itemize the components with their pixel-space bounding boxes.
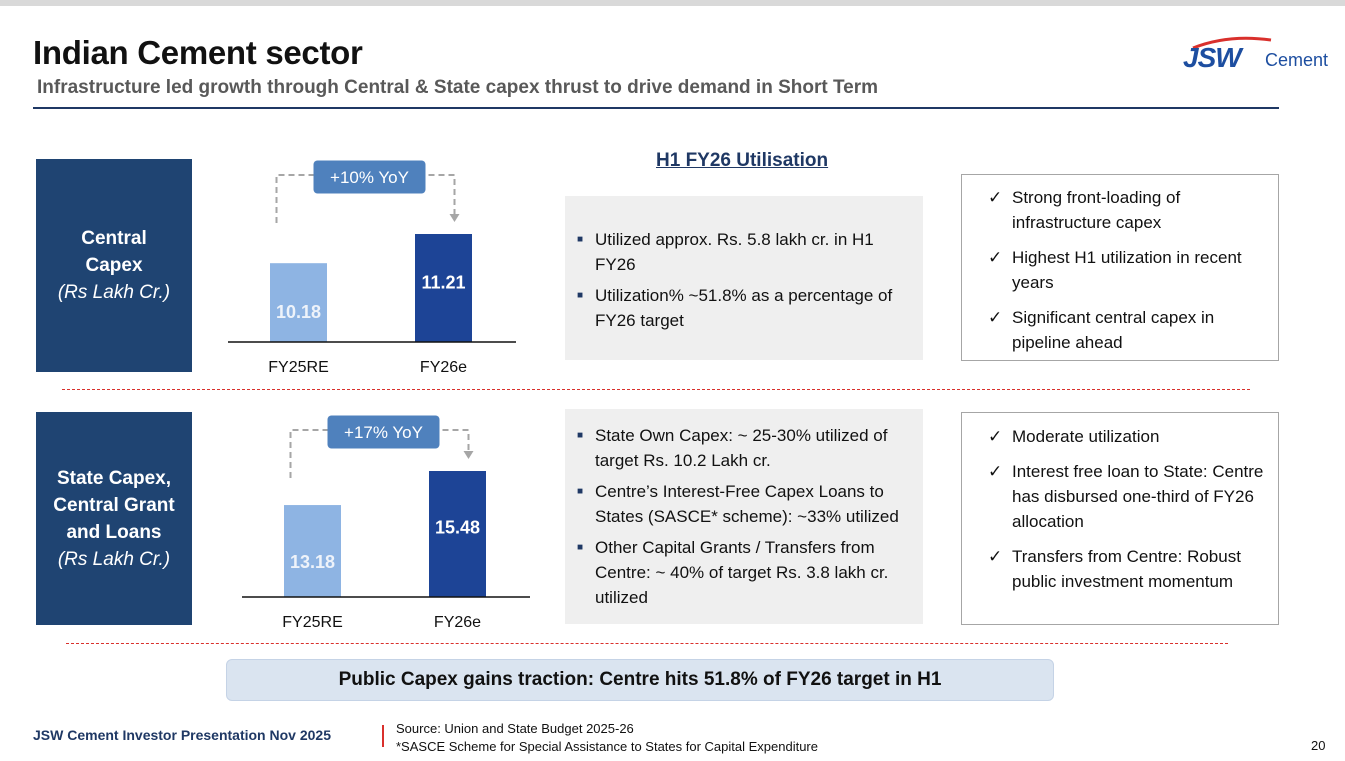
- page-number: 20: [1311, 738, 1326, 753]
- state-highlights-box: ✓ Moderate utilization ✓ Interest free loa…: [961, 412, 1279, 625]
- check-item: ✓ Transfers from Centre: Robust public in…: [988, 544, 1270, 594]
- footer-separator: [382, 725, 384, 747]
- bullet-item: ■ Centre’s Interest-Free Capex Loans to S…: [573, 479, 917, 529]
- footer-presentation-title: JSW Cement Investor Presentation Nov 202…: [33, 727, 331, 743]
- top-bar: [0, 0, 1345, 6]
- growth-bracket: [275, 174, 456, 223]
- row-label-unit: (Rs Lakh Cr.): [57, 282, 171, 303]
- square-bullet-icon: ■: [577, 486, 584, 497]
- row-label-line: State Capex,: [56, 467, 172, 489]
- check-item: ✓ Highest H1 utilization in recent years: [988, 245, 1270, 295]
- bar-fy25re: [284, 505, 341, 597]
- checkmark-icon: ✓: [988, 462, 1003, 481]
- checkmark-icon: ✓: [988, 188, 1003, 207]
- category-label: FY26e: [420, 359, 467, 376]
- logo-mark: JSW: [1183, 42, 1242, 73]
- category-label: FY26e: [434, 614, 481, 631]
- row-label-line: and Loans: [66, 521, 162, 543]
- state-capex-label: State Capex, Central Grant and Loans (Rs…: [36, 412, 192, 625]
- category-label: FY25RE: [268, 359, 328, 376]
- logo-word: Cement: [1265, 50, 1329, 70]
- checkmark-icon: ✓: [988, 427, 1003, 446]
- square-bullet-icon: ■: [577, 542, 584, 553]
- state-utilisation-box: ■ State Own Capex: ~ 25-30% utilized of t…: [565, 409, 923, 624]
- bullet-item: ■ Utilized approx. Rs. 5.8 lakh cr. in H1…: [573, 227, 917, 277]
- row-separator: [66, 643, 1228, 644]
- row-label-line: Central Grant: [53, 494, 175, 516]
- bullet-item: ■ Utilization% ~51.8% as a percentage of …: [573, 283, 917, 333]
- growth-label: +17% YoY: [344, 423, 423, 442]
- checkmark-icon: ✓: [988, 308, 1003, 327]
- bullet-item: ■ State Own Capex: ~ 25-30% utilized of t…: [573, 423, 917, 473]
- page-subtitle: Infrastructure led growth through Centra…: [37, 77, 879, 98]
- state-capex-chart: +17% YoY 13.18 FY25RE 15.48 FY26e: [236, 410, 536, 635]
- growth-bracket: [289, 429, 470, 478]
- source-footnote: *SASCE Scheme for Special Assistance to …: [396, 739, 818, 754]
- bar-chart-svg: +17% YoY 13.18 FY25RE 15.48 FY26e: [242, 415, 530, 631]
- growth-arrow-icon: [449, 214, 460, 222]
- row-label-line: Capex: [85, 255, 143, 276]
- bar-value-label: 13.18: [290, 552, 335, 572]
- bar-chart-svg: +10% YoY 10.18 FY25RE 11.21 FY26e: [228, 160, 516, 376]
- growth-arrow-icon: [463, 451, 474, 459]
- title-divider: [33, 107, 1279, 109]
- bar-fy26e: [415, 234, 472, 342]
- footer-source: Source: Union and State Budget 2025-26 *…: [396, 720, 818, 756]
- central-capex-label: Central Capex (Rs Lakh Cr.): [36, 159, 192, 372]
- bar-value-label: 11.21: [421, 273, 465, 293]
- central-highlights-box: ✓ Strong front-loading of infrastructure …: [961, 174, 1279, 361]
- central-capex-chart: +10% YoY 10.18 FY25RE 11.21 FY26e: [222, 155, 522, 380]
- square-bullet-icon: ■: [577, 430, 584, 441]
- utilisation-title: H1 FY26 Utilisation: [656, 150, 829, 171]
- bar-fy26e: [429, 471, 486, 597]
- check-item: ✓ Interest free loan to State: Centre has…: [988, 459, 1270, 534]
- row-label-unit: (Rs Lakh Cr.): [57, 548, 171, 570]
- bar-value-label: 15.48: [435, 518, 480, 538]
- bullet-item: ■ Other Capital Grants / Transfers from C…: [573, 535, 917, 610]
- check-item: ✓ Moderate utilization: [988, 424, 1270, 449]
- growth-pill: [313, 160, 426, 194]
- checkmark-icon: ✓: [988, 547, 1003, 566]
- check-item: ✓ Strong front-loading of infrastructure …: [988, 185, 1270, 235]
- square-bullet-icon: ■: [577, 290, 584, 301]
- bar-fy25re: [270, 263, 327, 342]
- growth-label: +10% YoY: [330, 168, 409, 187]
- row-label-line: Central: [81, 228, 147, 249]
- jsw-cement-logo: JSW Cement: [1183, 36, 1333, 78]
- source-line: Source: Union and State Budget 2025-26: [396, 721, 634, 736]
- page-title: Indian Cement sector: [33, 34, 363, 71]
- square-bullet-icon: ■: [577, 234, 584, 245]
- summary-banner: Public Capex gains traction: Centre hits…: [226, 659, 1054, 701]
- row-separator: [62, 389, 1250, 390]
- logo-swoosh-icon: [1192, 36, 1272, 50]
- central-utilisation-box: ■ Utilized approx. Rs. 5.8 lakh cr. in H1…: [565, 196, 923, 360]
- check-item: ✓ Significant central capex in pipeline a…: [988, 305, 1270, 355]
- category-label: FY25RE: [282, 614, 342, 631]
- bar-value-label: 10.18: [276, 302, 321, 322]
- checkmark-icon: ✓: [988, 248, 1003, 267]
- growth-pill: [327, 415, 440, 449]
